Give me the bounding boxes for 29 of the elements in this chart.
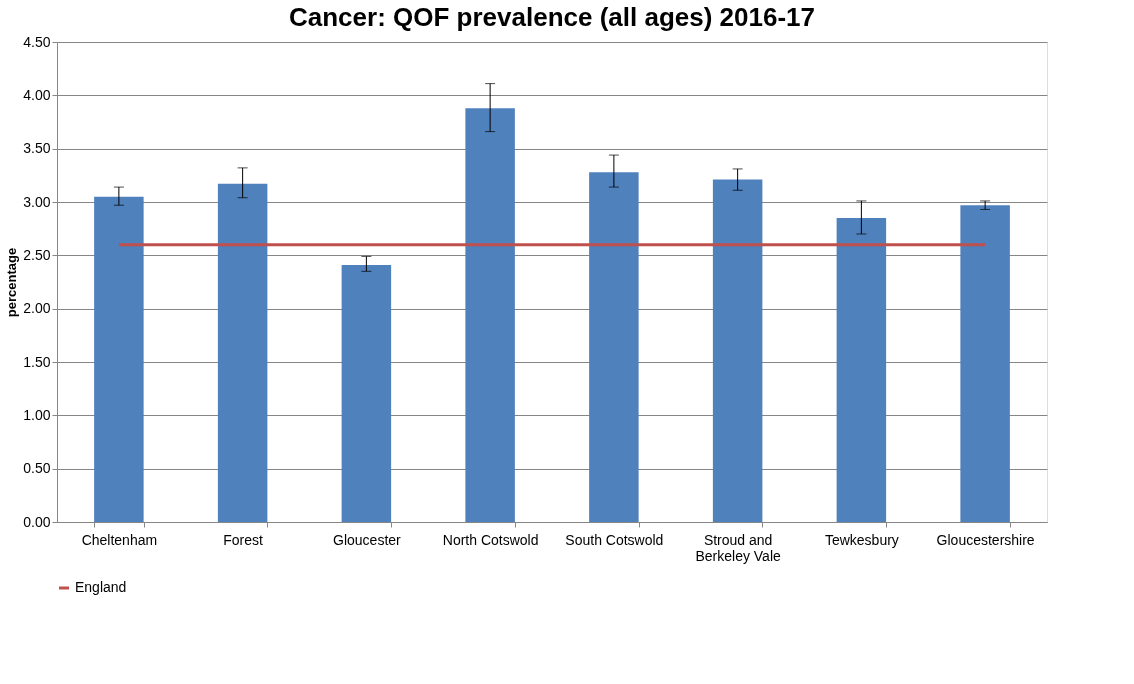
bar xyxy=(589,172,639,522)
x-tick-label: South Cotswold xyxy=(565,531,664,548)
x-tick-label: Gloucestershire xyxy=(936,531,1035,548)
y-tick-label: 1.50 xyxy=(23,353,51,370)
y-tick-label: 4.00 xyxy=(23,86,51,103)
x-tick-label: Gloucester xyxy=(333,531,402,548)
x-tick-label: Stroud and Berkeley Vale xyxy=(695,531,782,564)
y-tick-label: 2.00 xyxy=(23,300,51,317)
chart-title: Cancer: QOF prevalence (all ages) 2016-17 xyxy=(288,2,816,32)
bar xyxy=(960,205,1010,522)
y-tick-label: 3.00 xyxy=(23,193,51,210)
bar xyxy=(836,218,887,522)
y-tick-label: 1.00 xyxy=(23,406,51,423)
bar xyxy=(465,108,515,522)
x-tick-label: North Cotswold xyxy=(442,531,539,548)
y-tick-label: 3.50 xyxy=(23,140,51,157)
bar xyxy=(712,179,763,522)
bar xyxy=(217,183,268,522)
y-tick-label: 4.50 xyxy=(23,33,51,50)
y-axis-title: percentage xyxy=(4,247,20,318)
legend-label: England xyxy=(75,579,127,595)
y-tick-label: 0.00 xyxy=(23,513,51,530)
x-tick-label: Tewkesbury xyxy=(824,531,899,548)
y-tick-label: 2.50 xyxy=(23,246,51,263)
y-tick-label: 0.50 xyxy=(23,460,51,477)
x-tick-label: Cheltenham xyxy=(81,531,158,548)
bar xyxy=(341,264,392,522)
bar xyxy=(94,196,144,522)
x-tick-label: Forest xyxy=(223,531,264,548)
